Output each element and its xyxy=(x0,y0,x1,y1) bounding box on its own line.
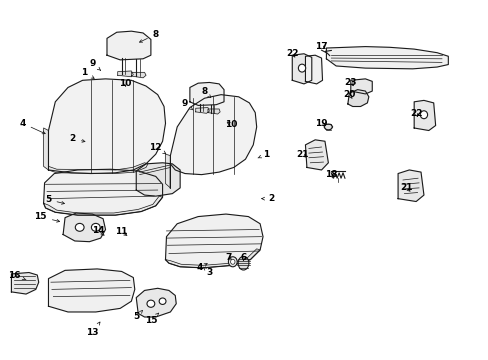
Text: 4: 4 xyxy=(196,264,207,273)
Polygon shape xyxy=(131,72,146,78)
Text: 8: 8 xyxy=(139,30,159,42)
Text: 2: 2 xyxy=(261,194,274,203)
Ellipse shape xyxy=(238,256,248,270)
Polygon shape xyxy=(350,79,371,94)
Text: 18: 18 xyxy=(325,170,337,179)
Text: 5: 5 xyxy=(45,195,64,204)
Text: 11: 11 xyxy=(115,228,127,237)
Polygon shape xyxy=(170,95,256,188)
Ellipse shape xyxy=(147,300,155,307)
Polygon shape xyxy=(326,46,447,69)
Polygon shape xyxy=(207,109,220,114)
Text: 23: 23 xyxy=(344,78,356,87)
Polygon shape xyxy=(165,249,260,268)
Polygon shape xyxy=(43,128,48,170)
Ellipse shape xyxy=(298,64,305,72)
Text: 13: 13 xyxy=(86,322,100,337)
Text: 9: 9 xyxy=(182,99,193,110)
Text: 7: 7 xyxy=(225,253,232,262)
Text: 9: 9 xyxy=(89,59,101,70)
Polygon shape xyxy=(136,288,176,317)
Polygon shape xyxy=(189,82,224,105)
Text: 4: 4 xyxy=(20,119,45,134)
Text: 22: 22 xyxy=(409,109,422,118)
Text: 14: 14 xyxy=(92,226,104,235)
Text: 5: 5 xyxy=(133,310,142,321)
Text: 22: 22 xyxy=(285,49,298,58)
Polygon shape xyxy=(107,31,151,60)
Ellipse shape xyxy=(159,298,165,305)
Text: 10: 10 xyxy=(119,80,131,89)
Polygon shape xyxy=(165,214,263,268)
Ellipse shape xyxy=(419,111,427,119)
Text: 16: 16 xyxy=(8,270,26,280)
Polygon shape xyxy=(11,273,39,294)
Text: 17: 17 xyxy=(315,42,327,51)
Polygon shape xyxy=(305,55,322,84)
Text: 1: 1 xyxy=(258,150,269,159)
Text: 21: 21 xyxy=(295,150,307,159)
Polygon shape xyxy=(63,213,105,242)
Ellipse shape xyxy=(75,224,84,231)
Ellipse shape xyxy=(91,224,100,231)
Polygon shape xyxy=(48,269,135,312)
Polygon shape xyxy=(305,140,328,170)
Polygon shape xyxy=(397,170,423,202)
Polygon shape xyxy=(48,79,165,174)
Polygon shape xyxy=(48,163,148,174)
Ellipse shape xyxy=(230,259,235,264)
Text: 12: 12 xyxy=(149,143,165,154)
Polygon shape xyxy=(195,108,209,113)
Text: 1: 1 xyxy=(81,68,94,78)
Ellipse shape xyxy=(228,257,237,267)
Polygon shape xyxy=(118,71,133,77)
Ellipse shape xyxy=(324,124,331,130)
Polygon shape xyxy=(347,90,368,107)
Text: 2: 2 xyxy=(70,134,85,143)
Text: 19: 19 xyxy=(315,119,327,128)
Polygon shape xyxy=(292,54,311,84)
Polygon shape xyxy=(43,196,162,215)
Text: 3: 3 xyxy=(203,267,212,277)
Text: 10: 10 xyxy=(224,120,237,129)
Polygon shape xyxy=(43,169,162,215)
Text: 6: 6 xyxy=(240,253,246,262)
Polygon shape xyxy=(413,100,435,131)
Text: 20: 20 xyxy=(343,90,355,99)
Text: 15: 15 xyxy=(34,212,60,222)
Polygon shape xyxy=(136,163,180,196)
Text: 15: 15 xyxy=(144,313,159,325)
Text: 8: 8 xyxy=(201,86,210,98)
Text: 21: 21 xyxy=(399,183,412,192)
Polygon shape xyxy=(165,154,170,188)
